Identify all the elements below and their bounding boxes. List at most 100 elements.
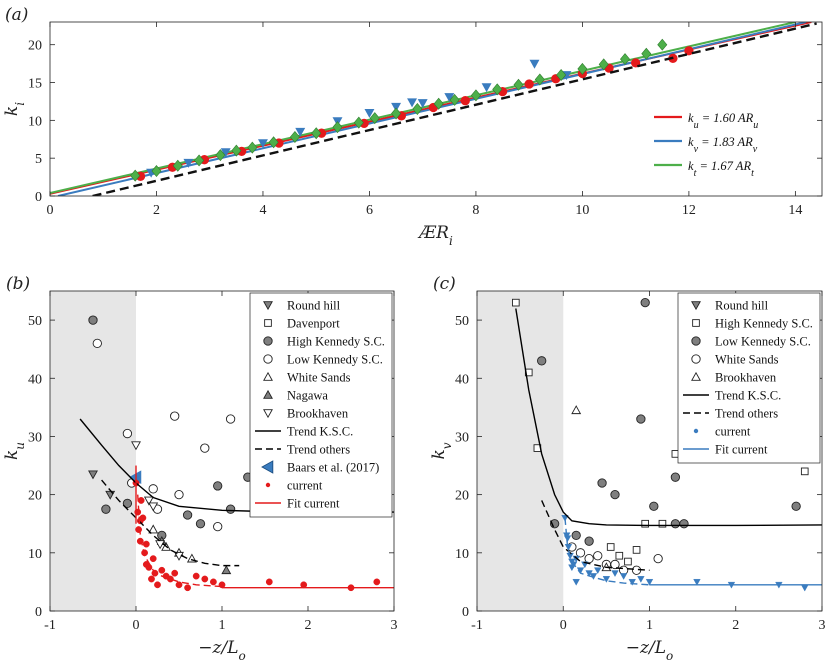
- data-point: [231, 144, 242, 157]
- data-point: [148, 502, 159, 512]
- trend-line: [92, 22, 817, 196]
- legend-label: Trend others: [287, 443, 350, 457]
- legend-label: Round hill: [287, 299, 341, 313]
- x-tick-label: 3: [391, 618, 398, 633]
- series-nagawa: [156, 536, 232, 575]
- y-axis-label: ki: [2, 102, 27, 116]
- data-point: [182, 510, 193, 520]
- data-point: [649, 501, 659, 511]
- data-point: [265, 578, 273, 586]
- data-point: [610, 489, 620, 500]
- legend-label: White Sands: [715, 353, 779, 367]
- data-point: [192, 572, 200, 580]
- data-point: [148, 575, 155, 583]
- data-point: [670, 519, 681, 529]
- x-tick-label: 2: [732, 618, 739, 633]
- data-point: [137, 497, 145, 504]
- x-tick-label: 0: [560, 618, 567, 633]
- y-tick-label: 15: [28, 77, 42, 92]
- legend-label: High Kennedy S.C.: [715, 317, 813, 331]
- legend-label: Trend K.S.C.: [715, 389, 781, 403]
- data-point: [658, 519, 667, 528]
- data-point: [645, 579, 654, 586]
- data-point: [332, 121, 343, 134]
- data-point: [449, 93, 460, 106]
- data-point: [353, 116, 364, 129]
- data-point: [154, 581, 161, 589]
- x-tick-label: -1: [44, 618, 56, 633]
- data-point: [563, 535, 572, 543]
- x-axis-label: −z/Lo: [626, 638, 673, 663]
- data-point: [369, 112, 380, 125]
- legend-label: Davenport: [287, 317, 340, 331]
- data-point: [151, 165, 162, 178]
- legend-swatch: [692, 319, 700, 327]
- data-point: [529, 59, 540, 69]
- data-point: [641, 519, 649, 528]
- data-point: [364, 108, 375, 118]
- data-point: [568, 564, 576, 572]
- legend: Round hill Davenport High Kennedy S.C. Low …: [249, 292, 393, 518]
- y-tick-label: 0: [35, 605, 42, 620]
- data-point: [615, 551, 624, 560]
- legend-swatch: [691, 301, 701, 311]
- y-tick-label: 40: [28, 372, 42, 387]
- data-point: [167, 575, 174, 583]
- data-point: [194, 154, 205, 167]
- panel-label: (b): [6, 274, 30, 294]
- legend-swatch: [265, 482, 271, 488]
- data-point: [556, 68, 567, 81]
- data-point: [433, 97, 444, 110]
- data-point: [300, 581, 308, 589]
- data-point: [640, 297, 650, 308]
- legend-swatch: [263, 301, 273, 311]
- data-point: [597, 478, 607, 488]
- line-trend-others: [101, 479, 240, 567]
- data-point: [513, 78, 524, 91]
- data-point: [148, 524, 159, 534]
- legend-swatch: [691, 354, 701, 364]
- data-point: [295, 127, 306, 137]
- series-brookhaven: [571, 405, 612, 572]
- legend-label: kt = 1.67 ARt: [688, 159, 754, 179]
- y-tick-label: 30: [455, 430, 469, 445]
- data-point: [195, 519, 206, 529]
- legend: Round hill High Kennedy S.C. Low Kennedy S…: [677, 292, 821, 464]
- legend-box: [249, 292, 393, 518]
- data-point: [637, 576, 645, 583]
- data-point: [693, 579, 701, 586]
- plot-area: [50, 22, 817, 196]
- y-tick-label: 20: [455, 489, 469, 504]
- series-t: [130, 38, 668, 182]
- y-tick-label: 10: [28, 547, 42, 562]
- data-point: [171, 569, 179, 577]
- x-tick-label: 1: [646, 618, 653, 633]
- data-point: [594, 567, 602, 575]
- legend-label: Trend K.S.C.: [287, 425, 353, 439]
- data-point: [172, 159, 183, 172]
- legend-label: ku = 1.60 ARu: [688, 111, 758, 131]
- data-point: [577, 62, 588, 75]
- data-point: [620, 53, 630, 66]
- x-tick-label: 2: [305, 618, 312, 633]
- x-tick-label: 1: [219, 618, 226, 633]
- legend-swatch: [693, 428, 699, 434]
- x-tick-label: 4: [259, 203, 266, 218]
- y-tick-label: 10: [455, 547, 469, 562]
- data-point: [670, 472, 681, 482]
- legend-label: Nagawa: [287, 389, 328, 403]
- data-point: [122, 498, 133, 509]
- x-tick-label: 0: [133, 618, 140, 633]
- axes-frame: [49, 21, 823, 197]
- data-point: [184, 584, 192, 592]
- legend-label: Brookhaven: [287, 407, 349, 421]
- panel-label: (c): [433, 274, 456, 294]
- y-tick-label: 0: [35, 190, 42, 205]
- data-point: [200, 443, 210, 453]
- data-point: [534, 73, 545, 86]
- data-point: [564, 544, 573, 551]
- y-tick-label: 20: [28, 489, 42, 504]
- panel-a: 0 2 4 6 8 10 12 14 0 5 10 15 20 ÆRi ki (a) ku = 1.60 ARu…: [2, 5, 823, 248]
